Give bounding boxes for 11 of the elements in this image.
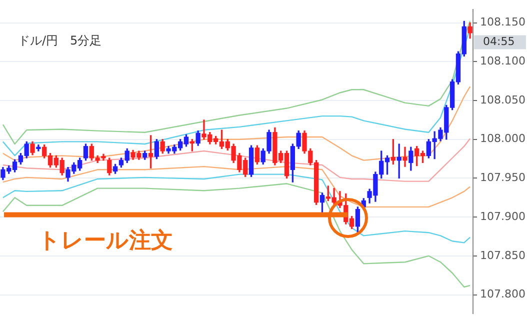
y-tick-label: 108.150 [480, 16, 526, 29]
y-tick-label: 107.900 [480, 210, 526, 223]
text: 04:55 [483, 35, 515, 48]
y-tick-label: 108.100 [480, 54, 526, 68]
y-tick-label: 107.850 [480, 248, 526, 262]
y-tick-label: 107.950 [480, 171, 526, 184]
y-tick-label: 108.000 [480, 132, 526, 146]
ref-line-label: トレール注文 [38, 227, 173, 254]
y-tick-label: 108.050 [480, 93, 526, 106]
text: ドル/円 5分足 [18, 34, 102, 48]
y-tick-label: 107.800 [480, 288, 526, 301]
